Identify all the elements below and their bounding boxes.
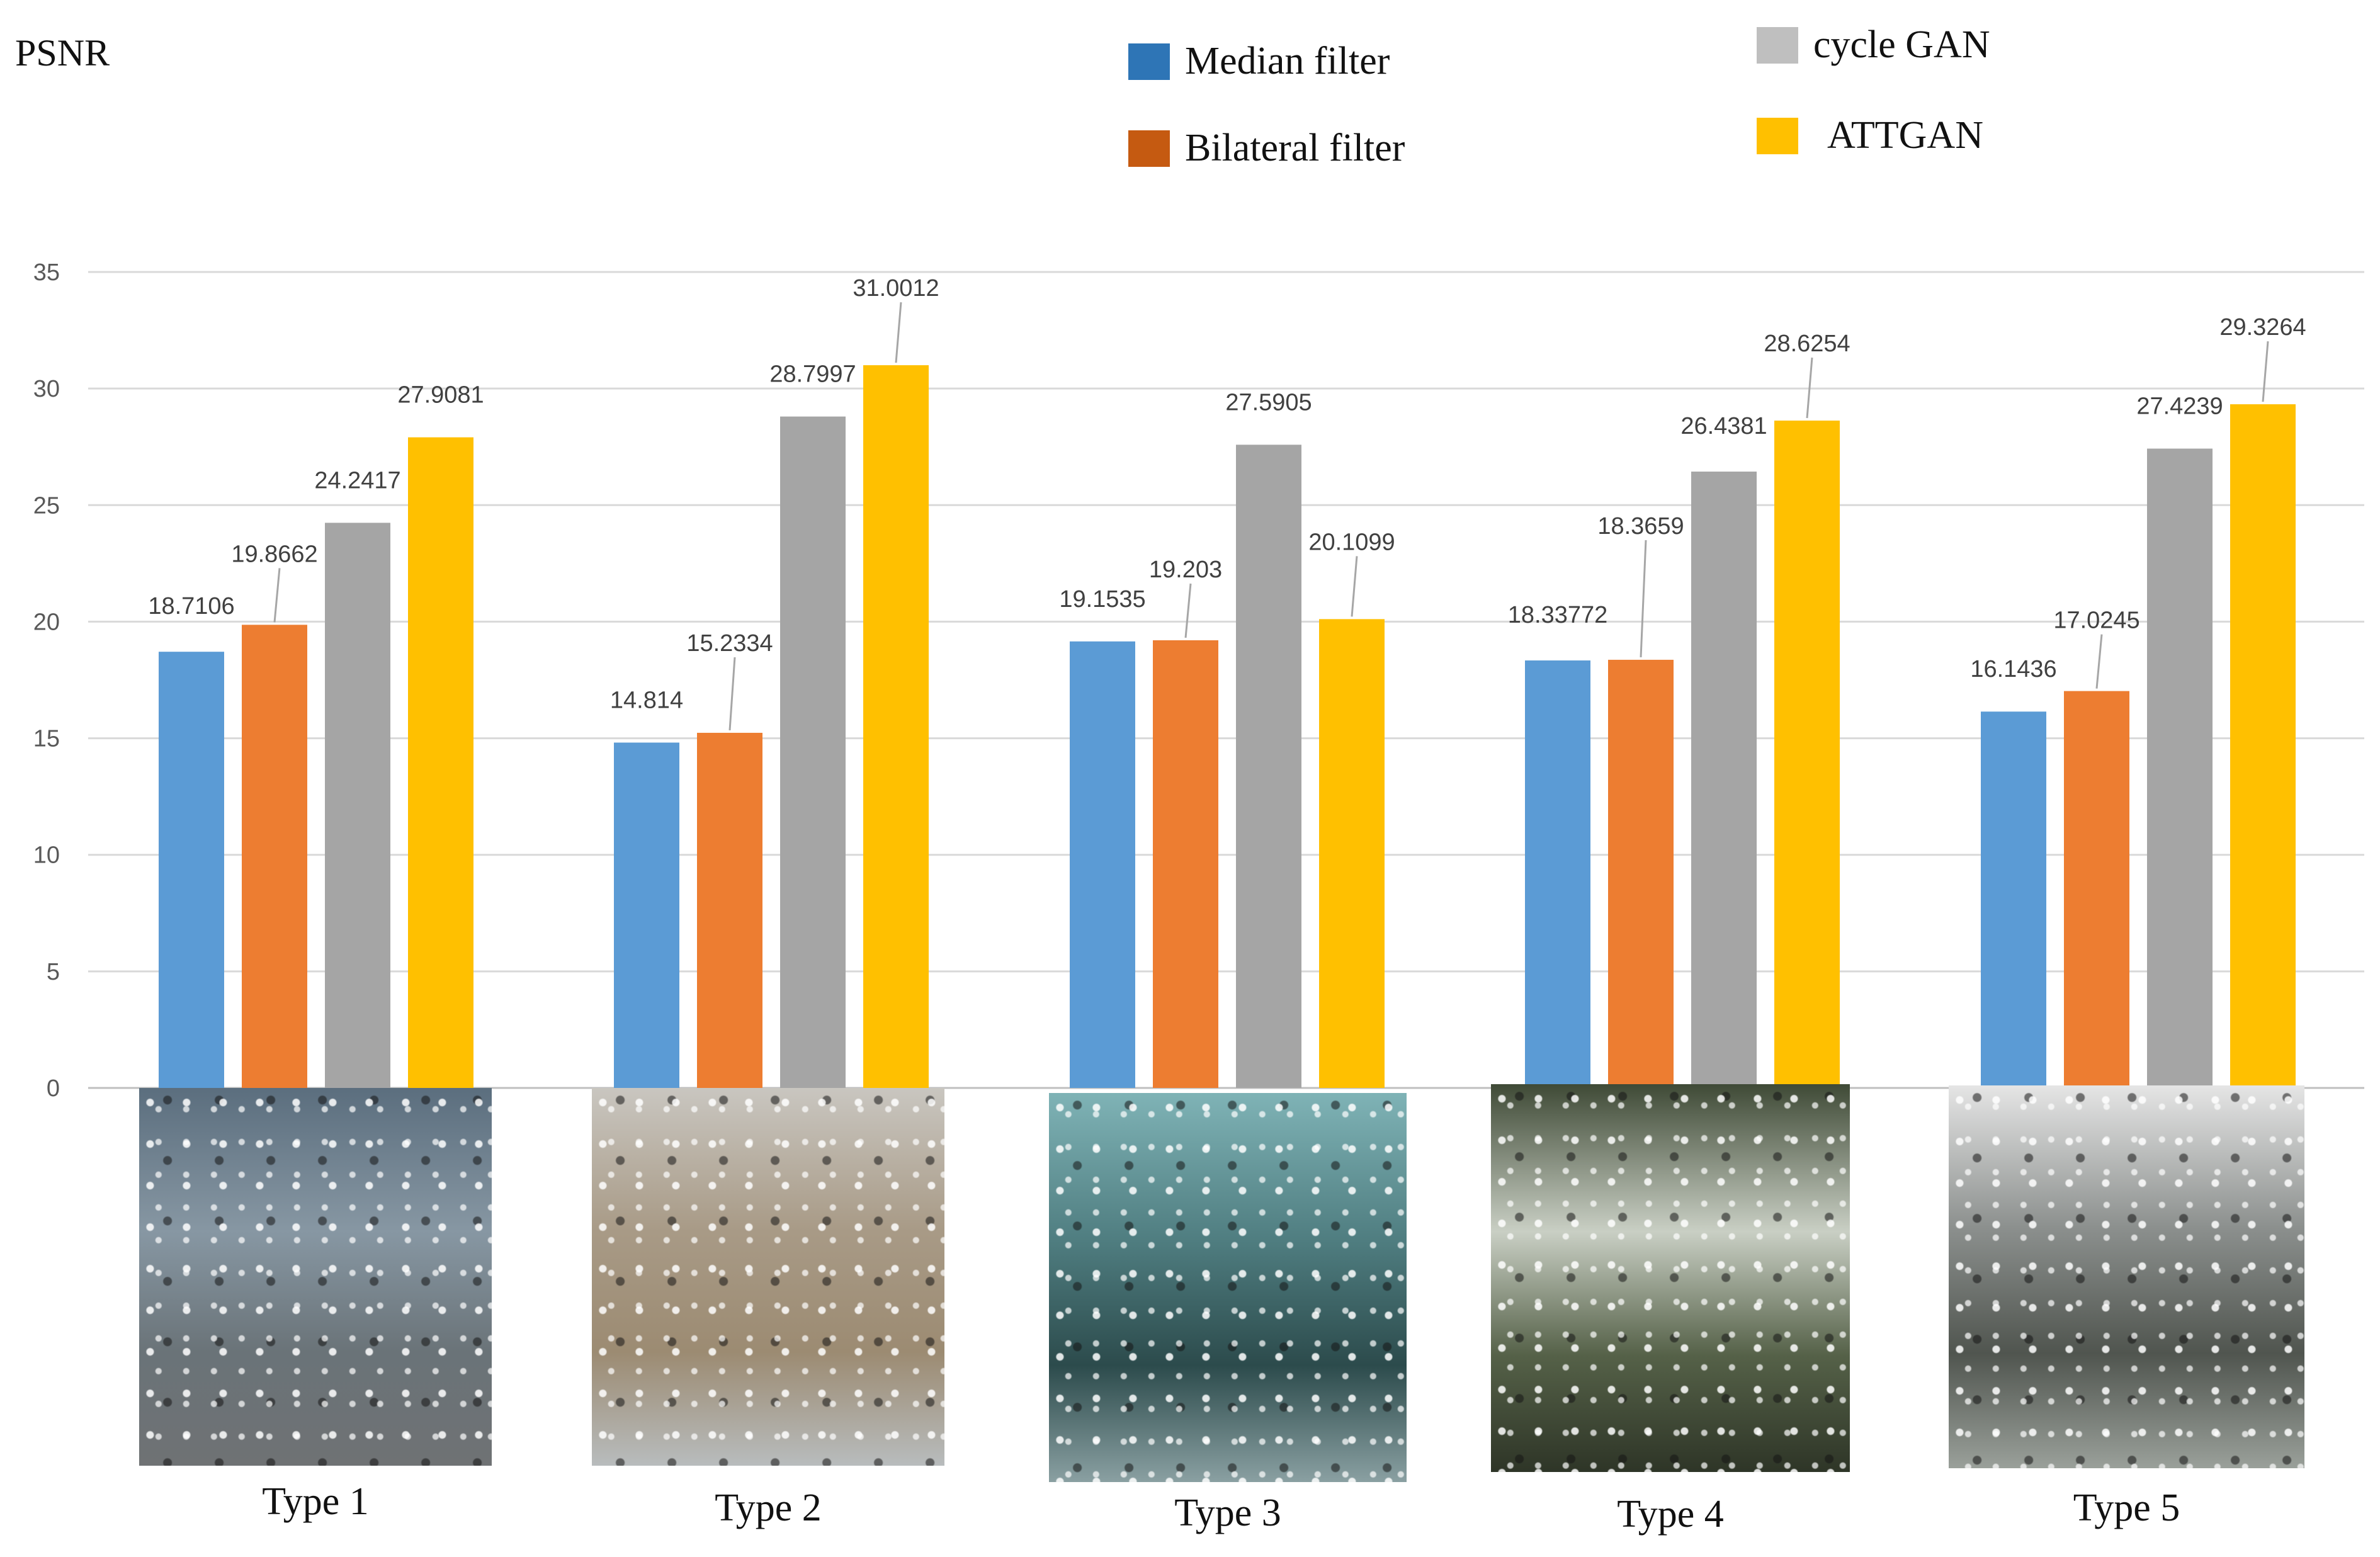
category-label-type-4: Type 4 — [1617, 1493, 1724, 1536]
data-label-leader — [895, 302, 902, 363]
y-tick-label: 0 — [47, 1075, 60, 1102]
legend-item-attgan: ATTGAN — [1757, 113, 1983, 158]
bar-bilateral-filter-5 — [2064, 691, 2129, 1088]
category-label-type-2: Type 2 — [715, 1486, 822, 1529]
streaked-window-image — [1491, 1084, 1850, 1472]
bar-cycle-gan-2 — [780, 416, 846, 1088]
bar-cycle-gan-5 — [2147, 448, 2213, 1088]
data-label-leader — [273, 568, 281, 623]
data-label: 18.33772 — [1508, 602, 1608, 628]
data-label: 15.2334 — [686, 630, 773, 657]
y-tick-label: 15 — [33, 726, 60, 752]
water-droplets — [139, 1088, 492, 1466]
y-axis-title: PSNR — [15, 32, 110, 74]
category-label-type-5: Type 5 — [2073, 1486, 2180, 1529]
y-tick-label: 10 — [33, 842, 60, 869]
data-label: 19.8662 — [231, 541, 317, 567]
data-label: 16.1436 — [1970, 656, 2056, 682]
y-tick-label: 35 — [33, 259, 60, 286]
legend-swatch-median-filter — [1128, 43, 1170, 80]
legend-label: cycle GAN — [1813, 23, 1990, 66]
data-label: 27.4239 — [2136, 393, 2223, 420]
data-label-leader — [728, 657, 736, 731]
bar-cycle-gan-3 — [1236, 444, 1301, 1088]
legend-swatch-attgan — [1757, 117, 1798, 154]
data-label: 31.0012 — [853, 275, 939, 302]
data-label: 29.3264 — [2219, 314, 2306, 341]
category-label-type-1: Type 1 — [262, 1480, 369, 1523]
data-label-leader — [1806, 357, 1813, 419]
data-label-leader — [1351, 556, 1358, 617]
legend-swatch-cycle-gan — [1757, 26, 1798, 64]
legend-label: ATTGAN — [1827, 114, 1983, 157]
legend-item-median-filter: Median filter — [1128, 39, 1390, 84]
bar-bilateral-filter-4 — [1608, 659, 1674, 1088]
data-label: 27.9081 — [397, 382, 484, 409]
bar-bilateral-filter-1 — [242, 625, 307, 1088]
data-label: 18.7106 — [148, 593, 234, 620]
fogged-window-image — [592, 1088, 944, 1466]
water-droplets — [1949, 1085, 2304, 1468]
bar-attgan-1 — [408, 437, 473, 1088]
legend-swatch-bilateral-filter — [1128, 130, 1170, 167]
psnr-bar-chart: 0 5 10 15 20 25 30 35 18.7106 19.8662 24.2417 27.90… — [33, 259, 2364, 1102]
data-label-leader — [1640, 540, 1647, 658]
data-label: 19.1535 — [1059, 586, 1145, 613]
legend-item-cycle-gan: cycle GAN — [1757, 23, 1990, 67]
y-tick-label: 20 — [33, 609, 60, 635]
data-label: 19.203 — [1149, 557, 1222, 583]
bar-attgan-5 — [2230, 404, 2296, 1088]
category-label-type-3: Type 3 — [1174, 1492, 1281, 1534]
y-tick-label: 5 — [47, 959, 60, 985]
data-label: 28.7997 — [769, 361, 856, 388]
data-label-leader — [2262, 341, 2269, 402]
water-droplets — [1491, 1084, 1850, 1472]
bar-attgan-4 — [1774, 421, 1840, 1088]
bar-cycle-gan-1 — [325, 523, 390, 1088]
bar-bilateral-filter-3 — [1153, 640, 1218, 1088]
data-label: 24.2417 — [314, 467, 400, 494]
water-droplets — [592, 1088, 944, 1466]
bar-median-filter-1 — [159, 652, 224, 1088]
bar-bilateral-filter-2 — [697, 732, 762, 1088]
bar-attgan-3 — [1319, 619, 1385, 1088]
data-label: 17.0245 — [2053, 608, 2139, 634]
legend-label: Bilateral filter — [1185, 127, 1405, 169]
water-droplets — [1049, 1093, 1407, 1482]
legend-item-bilateral-filter: Bilateral filter — [1128, 126, 1405, 171]
condensation-window-image — [1049, 1093, 1407, 1482]
rain-drops-window-image — [139, 1088, 492, 1466]
y-tick-label: 30 — [33, 376, 60, 402]
data-label: 27.5905 — [1225, 389, 1312, 416]
data-label: 18.3659 — [1597, 513, 1684, 540]
data-label: 28.6254 — [1764, 331, 1850, 357]
bar-median-filter-4 — [1525, 660, 1590, 1088]
bar-cycle-gan-4 — [1691, 472, 1757, 1088]
bar-median-filter-2 — [614, 742, 679, 1088]
data-label: 26.4381 — [1680, 413, 1767, 439]
bar-median-filter-3 — [1070, 641, 1135, 1088]
data-label-leader — [2095, 634, 2103, 689]
bar-attgan-2 — [863, 365, 929, 1088]
data-label-leader — [1184, 583, 1192, 638]
data-label: 14.814 — [610, 687, 683, 713]
legend-label: Median filter — [1185, 40, 1390, 82]
y-tick-label: 25 — [33, 492, 60, 519]
data-label: 20.1099 — [1308, 529, 1395, 555]
bar-median-filter-5 — [1981, 711, 2046, 1088]
droplets-glass-image — [1949, 1085, 2304, 1468]
